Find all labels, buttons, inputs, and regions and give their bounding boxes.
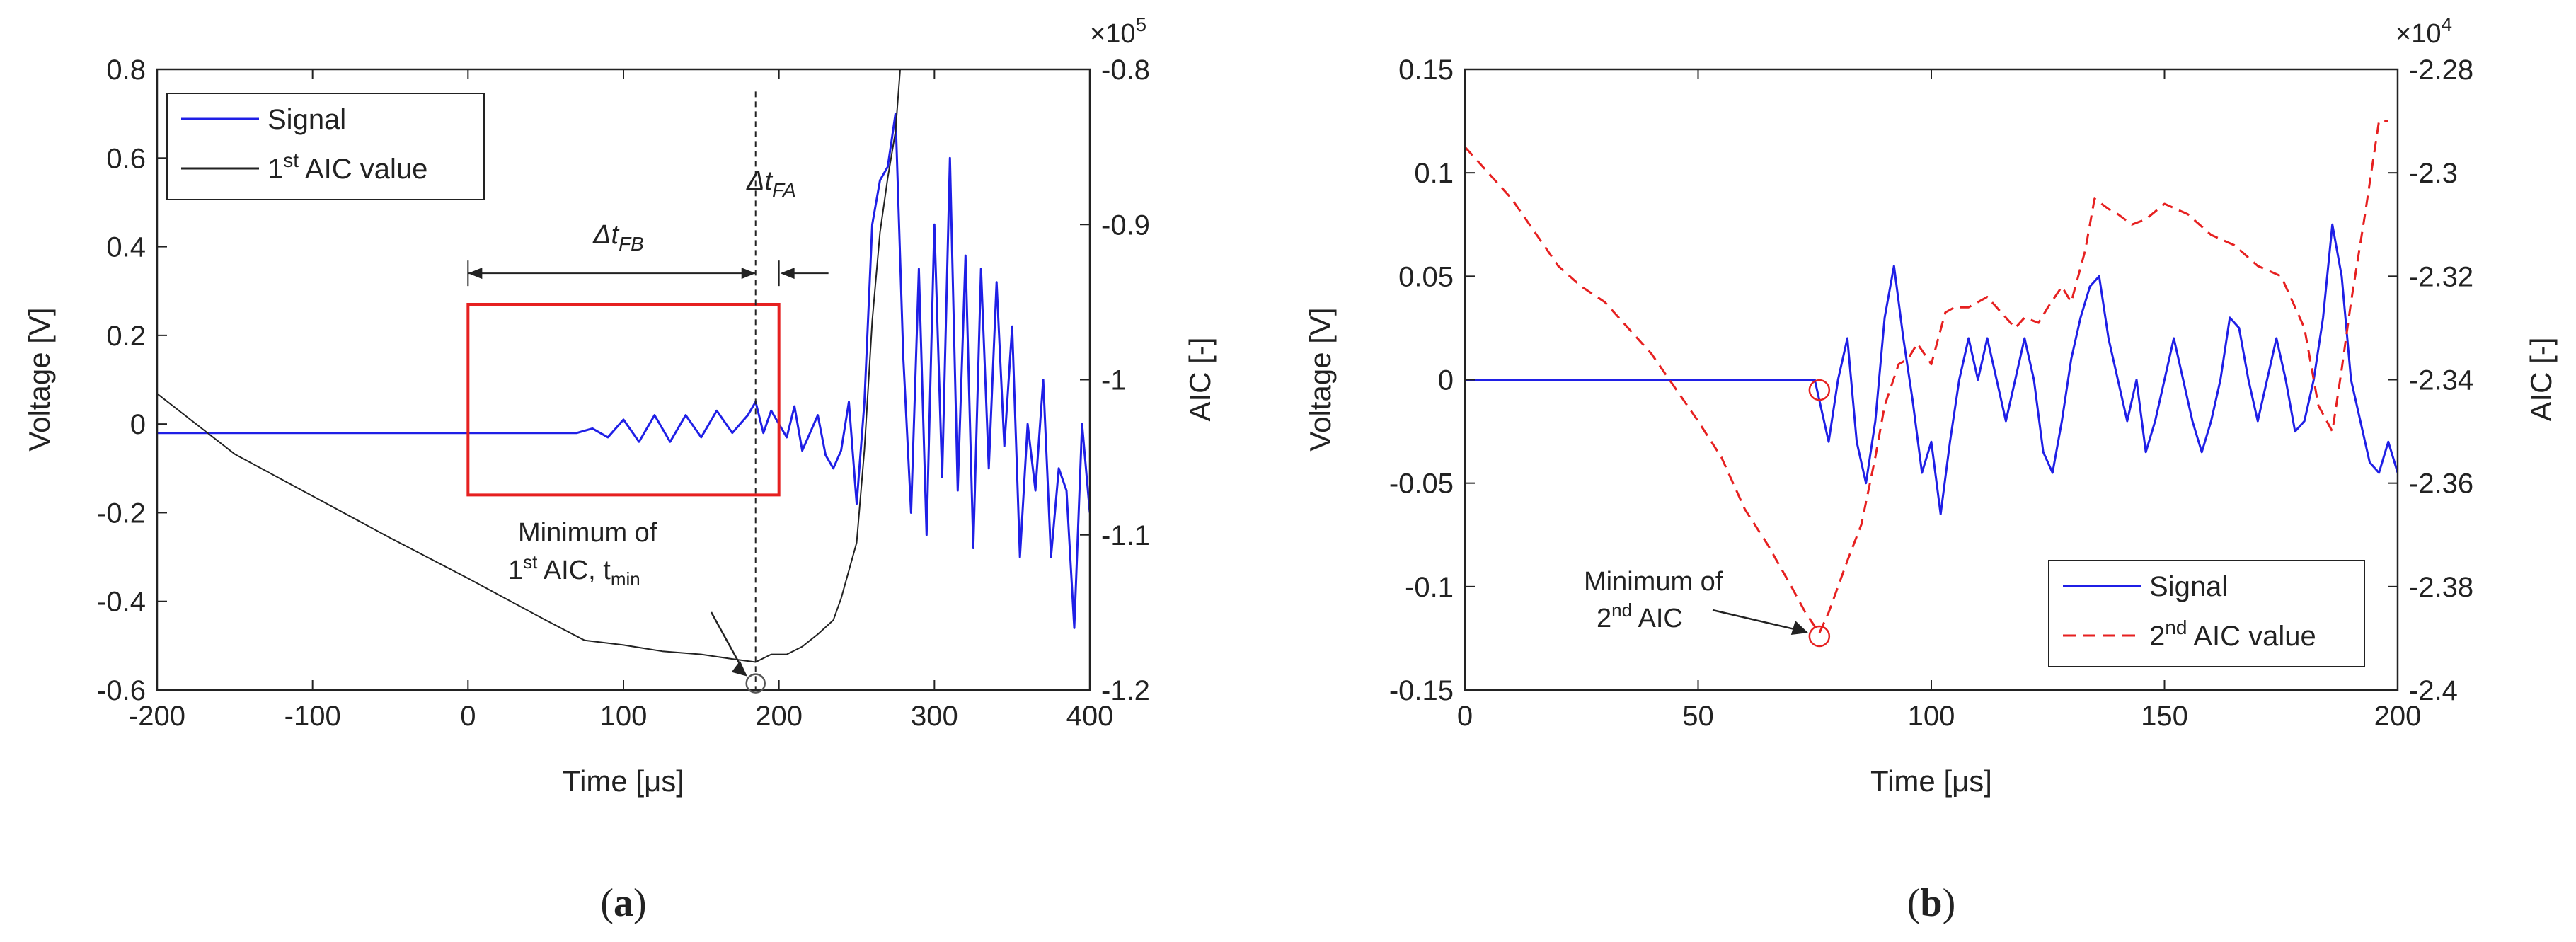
panel-a-legend-aic-label: 1st AIC value [268, 149, 427, 185]
panel-a-y-tick-label-left: -0.6 [97, 675, 146, 706]
panel-b-minimum-annotation: Minimum of 2nd AIC [1584, 567, 1723, 633]
panel-a-y-tick-label-right: -1.1 [1101, 520, 1150, 551]
panel-a-minimum-text-line2: 1st AIC, tmin [508, 551, 640, 590]
panel-b-y-tick-label-left: -0.1 [1405, 572, 1454, 603]
panel-a-y-tick-label-right: -0.8 [1101, 54, 1150, 86]
panel-a-x-tick-label: -200 [129, 701, 185, 732]
panel-b-y-ticks-right: -2.4 -2.38 -2.36 -2.34 -2.32 -2.3 -2.28 [2388, 54, 2473, 706]
panel-b-minimum-text-line1: Minimum of [1584, 567, 1723, 597]
panel-a-y-axis-label-right: AIC [-] [1183, 337, 1217, 421]
panel-b-series-2nd-aic-value [1465, 120, 2388, 635]
panel-a-legend-signal-label: Signal [268, 104, 346, 135]
panel-a: -200 -100 0 100 200 300 400 -0.6 -0.4 -0.2 0 0.2 0.… [23, 13, 1217, 798]
panel-a-minimum-arrowhead [731, 660, 747, 677]
panel-a-y-tick-label-left: 0.4 [106, 232, 146, 263]
panel-b-series-signal [1465, 223, 2398, 515]
panel-a-highlight-box [466, 303, 781, 497]
panel-b-x-tick-label: 200 [2374, 701, 2422, 732]
panel-a-series-group [157, 69, 1090, 663]
panel-b-x-tick-label: 100 [1908, 701, 1955, 732]
panel-b-y-tick-label-left: -0.15 [1389, 675, 1454, 706]
panel-a-y-tick-label-left: 0.2 [106, 321, 146, 352]
panel-b-y-tick-label-right: -2.38 [2409, 572, 2473, 603]
panel-b-series-group [1465, 120, 2398, 635]
panel-a-right-axis-multiplier: ×105 [1090, 13, 1146, 49]
panel-a-x-tick-label: 300 [911, 701, 958, 732]
panel-b-minimum-circle-signal [1808, 379, 1831, 401]
panel-b-y-tick-label-right: -2.28 [2409, 54, 2473, 86]
panel-a-y-tick-label-left: -0.4 [97, 587, 146, 618]
panel-b-minimum-arrow-line [1712, 609, 1807, 633]
panel-b-minimum-circle-aic [1808, 625, 1831, 648]
panel-a-series-signal [157, 113, 1090, 629]
panel-a-plot-layers [157, 69, 1090, 663]
caption-b: (b) [1907, 881, 1955, 925]
panel-b-legend-signal-label: Signal [2149, 571, 2228, 602]
caption-a: (a) [600, 881, 646, 925]
panel-a-y-tick-label-left: -0.2 [97, 498, 146, 529]
panel-a-dt-fa-arrowhead [780, 268, 795, 280]
panel-b: 0 50 100 150 200 -0.15-0.1-0.0500.050.10.15 … [1304, 13, 2558, 798]
panel-b-x-axis-label: Time [μs] [1870, 764, 1992, 798]
panel-b-y-tick-label-right: -2.32 [2409, 261, 2473, 292]
panel-b-y-tick-label-left: -0.05 [1389, 469, 1454, 500]
panel-a-legend-box [166, 93, 485, 200]
panel-b-legend-box [2048, 560, 2365, 667]
panel-b-y-tick-label-left: 0 [1438, 365, 1454, 396]
panel-a-y-ticks-right: -1.2 -1.1 -1 -0.9 -0.8 [1080, 54, 1150, 706]
panel-a-minimum-text-line1: Minimum of [518, 518, 657, 548]
panel-b-x-tick-label: 150 [2141, 701, 2188, 732]
panel-a-x-axis-label: Time [μs] [563, 764, 684, 798]
panel-b-y-tick-label-left: 0.15 [1398, 54, 1454, 86]
panel-a-x-tick-label: 200 [755, 701, 803, 732]
panel-b-y-axis-label-left: Voltage [V] [1304, 307, 1337, 451]
panel-a-y-tick-label-left: 0.8 [106, 54, 146, 86]
panel-a-y-tick-label-left: 0.6 [106, 143, 146, 174]
panel-b-y-tick-label-right: -2.36 [2409, 469, 2473, 500]
panel-b-y-tick-label-right: -2.3 [2409, 158, 2458, 189]
panel-a-dt-fb-label: ΔtFB [592, 220, 644, 255]
panel-a-y-tick-label-left: 0 [130, 409, 146, 440]
panel-b-right-axis-multiplier: ×104 [2396, 13, 2452, 49]
panel-b-y-tick-label-right: -2.4 [2409, 675, 2458, 706]
panel-a-x-tick-label: 400 [1066, 701, 1114, 732]
panel-b-x-tick-label: 50 [1682, 701, 1714, 732]
panel-a-annotation-shapes [466, 91, 829, 694]
panel-b-x-tick-label: 0 [1457, 701, 1473, 732]
panel-b-y-ticks-left: -0.15 -0.1 -0.05 0 0.05 0.1 0.15 [1389, 54, 1475, 706]
panel-a-legend: Signal 1st AIC value [166, 93, 485, 200]
panel-b-y-tick-label-left: 0.1 [1414, 158, 1454, 189]
panel-a-x-tick-label: 100 [600, 701, 648, 732]
panel-a-y-axis-label-left: Voltage [V] [23, 307, 56, 451]
panel-a-minimum-annotation: Minimum of 1st AIC, tmin [508, 518, 657, 590]
panel-b-annotation-shapes [1712, 379, 1831, 648]
panel-a-delta-t-annotations: ΔtFB ΔtFA [592, 166, 796, 255]
panel-a-y-ticks-left: -0.6 -0.4 -0.2 0 0.2 0.4 0.6 0.8 [97, 54, 167, 706]
panel-b-y-tick-label-left: 0.05 [1398, 261, 1454, 292]
panel-b-minimum-text-line2: 2nd AIC [1597, 599, 1683, 633]
panel-a-x-tick-label: -100 [284, 701, 341, 732]
panel-b-y-axis-label-right: AIC [-] [2524, 337, 2558, 421]
panel-b-plot-layers [1465, 120, 2398, 635]
panel-b-minimum-arrowhead [1790, 620, 1808, 635]
panel-a-dt-fb-arrowhead-left [468, 268, 483, 280]
panel-a-dt-fa-label: ΔtFA [746, 166, 796, 201]
panel-a-x-tick-label: 0 [460, 701, 476, 732]
panel-a-x-ticks: -200 -100 0 100 200 300 400 [129, 69, 1113, 732]
panel-b-legend: Signal 2nd AIC value [2048, 560, 2365, 667]
panel-a-series-1st-aic-value [157, 69, 901, 663]
panel-a-dt-fb-arrowhead-right [741, 268, 756, 280]
panel-b-x-ticks: 0 50 100 150 200 [1457, 69, 2422, 732]
panel-a-y-tick-label-right: -0.9 [1101, 209, 1150, 241]
panel-a-y-tick-label-right: -1 [1101, 365, 1127, 396]
panel-a-minimum-circle [745, 673, 766, 694]
panel-b-y-tick-label-right: -2.34 [2409, 365, 2473, 396]
panel-a-y-tick-label-right: -1.2 [1101, 675, 1150, 706]
panel-b-legend-aic-label: 2nd AIC value [2149, 616, 2316, 652]
